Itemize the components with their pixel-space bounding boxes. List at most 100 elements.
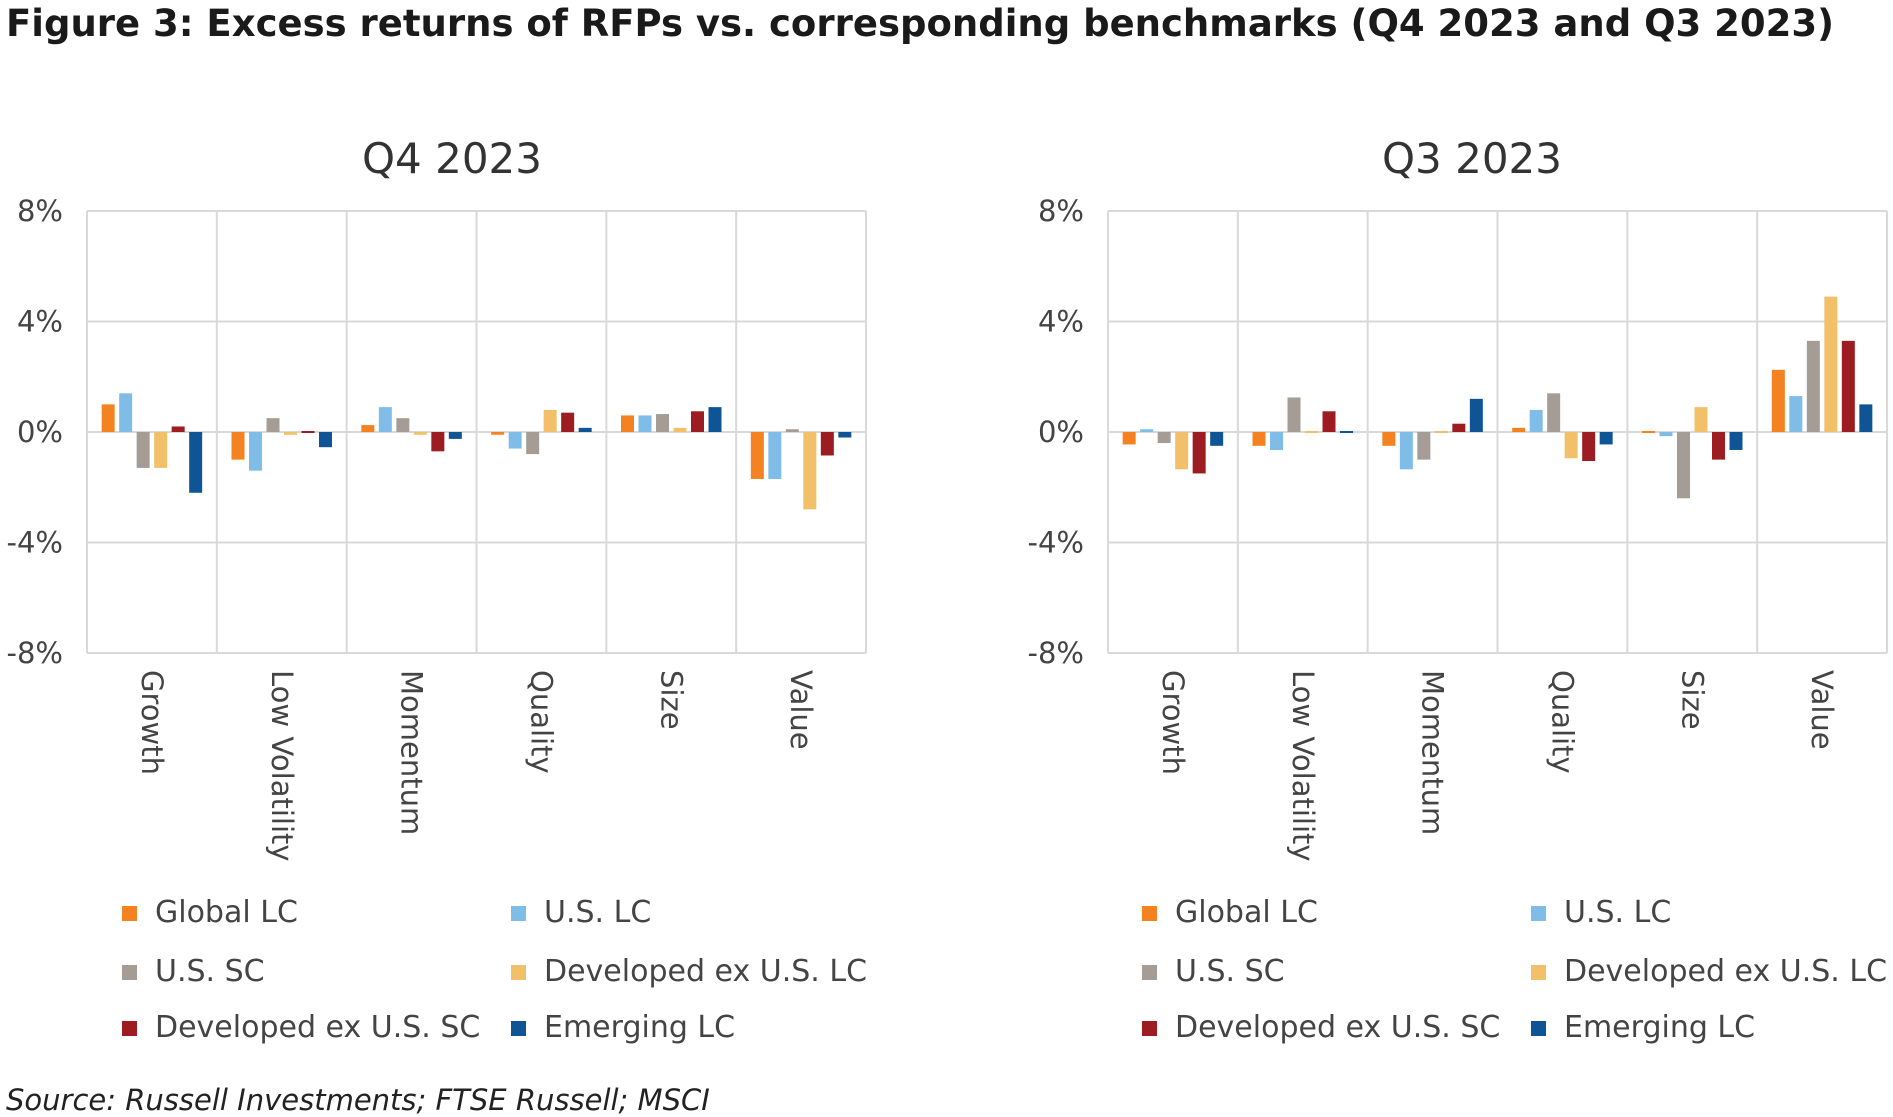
legend-label: Global LC bbox=[155, 895, 298, 930]
bar bbox=[1210, 432, 1224, 446]
bar bbox=[1140, 429, 1154, 432]
bar bbox=[768, 432, 782, 479]
legend-swatch bbox=[1142, 1021, 1157, 1036]
legend-swatch bbox=[122, 1021, 137, 1036]
bar bbox=[656, 414, 669, 432]
bar bbox=[1841, 340, 1855, 432]
bar bbox=[1712, 432, 1725, 460]
bar bbox=[491, 432, 505, 435]
bar bbox=[838, 432, 852, 438]
bar bbox=[101, 404, 115, 432]
bar bbox=[301, 431, 315, 433]
legend-label: Developed ex U.S. LC bbox=[544, 954, 867, 989]
legend-swatch bbox=[122, 906, 137, 921]
chart-title: Q3 2023 bbox=[1382, 134, 1562, 183]
bar bbox=[1252, 432, 1266, 446]
bar bbox=[1547, 393, 1561, 432]
legend-swatch bbox=[1531, 965, 1546, 980]
y-tick-label: 0% bbox=[1038, 415, 1084, 449]
bar bbox=[1175, 432, 1189, 470]
y-tick-label: 4% bbox=[1038, 305, 1084, 339]
chart-q4-2023: Q4 2023 8% 4% 0% -4% -8% Growth Low Volatility M… bbox=[7, 134, 868, 1045]
bar bbox=[543, 409, 557, 432]
y-tick-label: 8% bbox=[17, 194, 63, 228]
category-label: Quality bbox=[1545, 670, 1579, 774]
bar bbox=[1599, 432, 1613, 445]
legend-swatch bbox=[1142, 965, 1157, 980]
bar bbox=[189, 432, 203, 493]
legend-label: Global LC bbox=[1175, 895, 1318, 930]
category-label: Growth bbox=[135, 670, 169, 775]
bar bbox=[508, 432, 522, 449]
bar bbox=[1287, 397, 1301, 432]
legend-swatch bbox=[1142, 906, 1157, 921]
bar bbox=[1789, 396, 1803, 432]
bar bbox=[1399, 432, 1413, 470]
bar bbox=[1677, 432, 1690, 499]
bar bbox=[578, 427, 592, 432]
bar bbox=[820, 432, 834, 456]
bar bbox=[136, 432, 150, 468]
legend-swatch bbox=[122, 965, 137, 980]
bar bbox=[638, 415, 652, 432]
y-tick-label: -8% bbox=[7, 636, 63, 670]
y-tick-label: 4% bbox=[17, 305, 63, 339]
category-label: Low Volatility bbox=[265, 670, 299, 862]
bar bbox=[1469, 398, 1483, 432]
bar bbox=[1859, 404, 1873, 432]
legend-label: Emerging LC bbox=[544, 1010, 735, 1045]
chart-title: Q4 2023 bbox=[362, 134, 542, 183]
bar bbox=[1771, 369, 1785, 432]
bar bbox=[803, 432, 817, 510]
legend-swatch bbox=[511, 906, 526, 921]
bar bbox=[1824, 296, 1838, 432]
bar bbox=[1564, 432, 1578, 459]
legend-label: Emerging LC bbox=[1564, 1010, 1755, 1045]
category-label: Value bbox=[1805, 670, 1839, 750]
legend-label: Developed ex U.S. SC bbox=[1175, 1010, 1500, 1045]
category-label: Size bbox=[654, 670, 688, 730]
bar bbox=[284, 432, 297, 435]
bar bbox=[1340, 431, 1353, 433]
bar bbox=[526, 432, 540, 455]
y-tick-label: -8% bbox=[1028, 636, 1084, 670]
bar bbox=[1806, 340, 1820, 432]
bar bbox=[1582, 432, 1596, 462]
y-tick-label: -4% bbox=[1028, 526, 1084, 560]
bar bbox=[1694, 407, 1708, 432]
bar bbox=[171, 426, 185, 432]
bar bbox=[708, 407, 722, 432]
y-tick-label: 0% bbox=[17, 415, 63, 449]
category-label: Momentum bbox=[395, 670, 429, 835]
bar bbox=[1305, 431, 1318, 433]
category-label: Growth bbox=[1156, 670, 1190, 775]
legend-label: U.S. SC bbox=[155, 954, 265, 989]
legend-swatch bbox=[1531, 1021, 1546, 1036]
bar bbox=[266, 418, 280, 432]
bar bbox=[1452, 423, 1466, 432]
bar bbox=[231, 432, 245, 460]
bar bbox=[561, 412, 575, 432]
bar bbox=[785, 429, 799, 432]
bar bbox=[1659, 432, 1673, 437]
figure-title: Figure 3: Excess returns of RFPs vs. cor… bbox=[6, 2, 1835, 45]
bar bbox=[431, 432, 445, 452]
category-label: Value bbox=[784, 670, 818, 750]
category-label: Size bbox=[1675, 670, 1709, 730]
bar bbox=[413, 432, 427, 435]
bar bbox=[1417, 432, 1431, 460]
bar bbox=[396, 418, 410, 432]
bar bbox=[249, 432, 262, 471]
category-label: Quality bbox=[524, 670, 558, 774]
y-tick-label: 8% bbox=[1038, 194, 1084, 228]
bar bbox=[673, 427, 687, 432]
bar bbox=[1192, 432, 1206, 474]
bar bbox=[691, 411, 704, 432]
bar bbox=[1512, 427, 1526, 432]
legend-label: U.S. SC bbox=[1175, 954, 1285, 989]
bar bbox=[319, 432, 332, 448]
bar bbox=[448, 432, 462, 439]
bar bbox=[1157, 432, 1171, 444]
bar bbox=[1122, 432, 1136, 445]
